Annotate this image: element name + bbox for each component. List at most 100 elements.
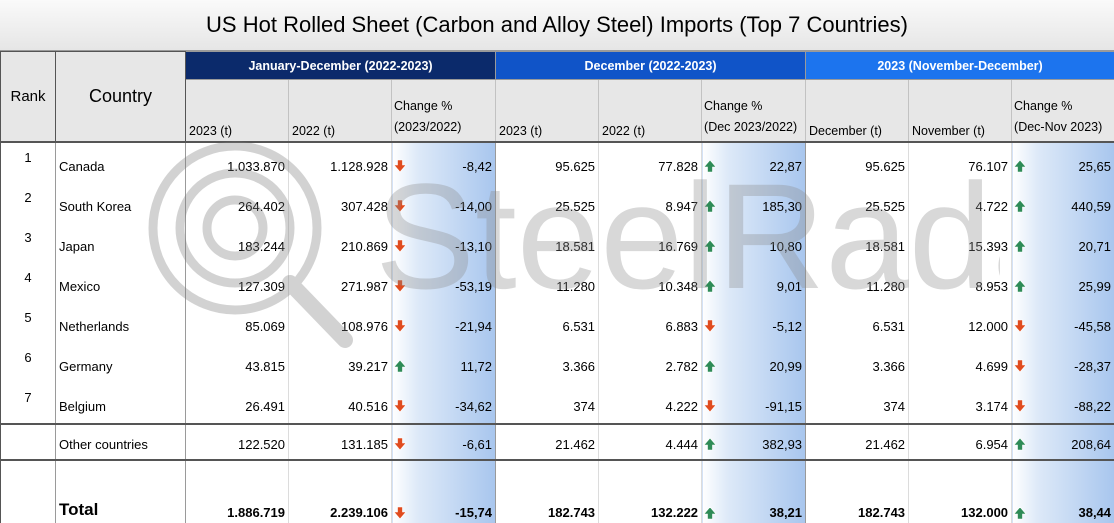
- change-cell: 20,71: [1012, 223, 1114, 263]
- value-cell: 1.886.719: [186, 460, 289, 523]
- value-cell: 6.531: [496, 303, 599, 343]
- arrow-up-icon: [703, 506, 717, 520]
- rank-cell: 6: [1, 343, 56, 383]
- arrow-down-icon: [393, 199, 407, 213]
- value-cell: 11.280: [496, 263, 599, 303]
- change-cell: 20,99: [702, 343, 806, 383]
- country-cell: Germany: [56, 343, 186, 383]
- country-cell: Canada: [56, 142, 186, 183]
- value-cell: 16.769: [599, 223, 702, 263]
- country-cell: South Korea: [56, 183, 186, 223]
- change-value: 9,01: [777, 279, 802, 294]
- value-cell: 1.033.870: [186, 142, 289, 183]
- change-period: (Dec 2023/2022): [704, 117, 802, 138]
- change-cell: 440,59: [1012, 183, 1114, 223]
- country-cell: Japan: [56, 223, 186, 263]
- country-cell: Netherlands: [56, 303, 186, 343]
- imports-table: Rank Country January-December (2022-2023…: [0, 51, 1114, 523]
- arrow-down-icon: [703, 319, 717, 333]
- value-cell: 132.000: [909, 460, 1012, 523]
- rank-cell: 5: [1, 303, 56, 343]
- change-value: -21,94: [455, 319, 492, 334]
- change-cell: 38,44: [1012, 460, 1114, 523]
- change-value: 38,21: [769, 505, 802, 520]
- value-cell: 76.107: [909, 142, 1012, 183]
- change-value: 208,64: [1071, 437, 1111, 452]
- change-cell: 25,65: [1012, 142, 1114, 183]
- value-cell: 26.491: [186, 383, 289, 424]
- change-value: -13,10: [455, 239, 492, 254]
- value-cell: 108.976: [289, 303, 392, 343]
- value-cell: 3.366: [496, 343, 599, 383]
- value-cell: 18.581: [496, 223, 599, 263]
- value-cell: 18.581: [806, 223, 909, 263]
- value-cell: 182.743: [496, 460, 599, 523]
- change-value: -53,19: [455, 279, 492, 294]
- change-value: -45,58: [1074, 319, 1111, 334]
- change-value: -5,12: [772, 319, 802, 334]
- value-cell: 25.525: [496, 183, 599, 223]
- col-header: 2022 (t): [289, 80, 392, 143]
- arrow-up-icon: [1013, 506, 1027, 520]
- change-period: (2023/2022): [394, 117, 492, 138]
- value-cell: 3.174: [909, 383, 1012, 424]
- change-label: Change %: [394, 96, 492, 117]
- col-header-change: Change %(Dec-Nov 2023): [1012, 80, 1114, 143]
- arrow-up-icon: [703, 239, 717, 253]
- country-cell: Mexico: [56, 263, 186, 303]
- change-value: -88,22: [1074, 399, 1111, 414]
- change-value: 10,80: [769, 239, 802, 254]
- change-value: -14,00: [455, 199, 492, 214]
- value-cell: 271.987: [289, 263, 392, 303]
- group-header-nov-dec: 2023 (November-December): [806, 52, 1114, 80]
- col-header: 2023 (t): [496, 80, 599, 143]
- group-header-jan-dec: January-December (2022-2023): [186, 52, 496, 80]
- country-cell: Belgium: [56, 383, 186, 424]
- arrow-up-icon: [1013, 437, 1027, 451]
- value-cell: 374: [806, 383, 909, 424]
- col-header: 2022 (t): [599, 80, 702, 143]
- change-cell: -13,10: [392, 223, 496, 263]
- value-cell: 374: [496, 383, 599, 424]
- change-value: 20,71: [1078, 239, 1111, 254]
- arrow-up-icon: [1013, 239, 1027, 253]
- change-label: Change %: [1014, 96, 1111, 117]
- change-cell: -34,62: [392, 383, 496, 424]
- change-cell: 9,01: [702, 263, 806, 303]
- arrow-up-icon: [703, 279, 717, 293]
- change-value: -34,62: [455, 399, 492, 414]
- col-header: November (t): [909, 80, 1012, 143]
- change-cell: 382,93: [702, 424, 806, 460]
- arrow-down-icon: [393, 319, 407, 333]
- arrow-down-icon: [393, 159, 407, 173]
- value-cell: 1.128.928: [289, 142, 392, 183]
- change-cell: 185,30: [702, 183, 806, 223]
- value-cell: 183.244: [186, 223, 289, 263]
- value-cell: 4.722: [909, 183, 1012, 223]
- value-cell: 21.462: [496, 424, 599, 460]
- value-cell: 95.625: [806, 142, 909, 183]
- arrow-up-icon: [1013, 279, 1027, 293]
- change-value: 25,65: [1078, 159, 1111, 174]
- col-header-change: Change %(Dec 2023/2022): [702, 80, 806, 143]
- country-cell: Total: [56, 460, 186, 523]
- change-cell: -14,00: [392, 183, 496, 223]
- value-cell: 8.953: [909, 263, 1012, 303]
- change-cell: -91,15: [702, 383, 806, 424]
- value-cell: 132.222: [599, 460, 702, 523]
- value-cell: 127.309: [186, 263, 289, 303]
- rank-cell: 7: [1, 383, 56, 424]
- group-header-december: December (2022-2023): [496, 52, 806, 80]
- country-cell: Other countries: [56, 424, 186, 460]
- change-cell: -5,12: [702, 303, 806, 343]
- change-cell: 38,21: [702, 460, 806, 523]
- country-header: Country: [56, 52, 186, 143]
- rank-cell: 4: [1, 263, 56, 303]
- arrow-up-icon: [1013, 199, 1027, 213]
- arrow-up-icon: [703, 159, 717, 173]
